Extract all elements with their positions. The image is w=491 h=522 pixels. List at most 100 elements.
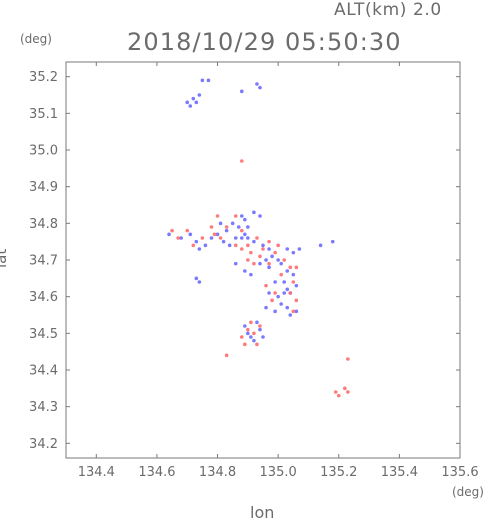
red-data-point: [264, 283, 268, 288]
timestamp-title: 2018/10/29 05:50:30: [127, 28, 402, 56]
x-axis-label: lon: [250, 503, 275, 522]
red-data-point: [239, 228, 244, 233]
blue-data-point: [218, 221, 223, 226]
blue-data-point: [249, 272, 253, 277]
blue-data-point: [285, 305, 290, 310]
red-data-point: [336, 393, 341, 398]
blue-data-point: [282, 280, 287, 284]
red-data-point: [224, 353, 229, 358]
red-data-point: [282, 258, 287, 262]
blue-data-point: [230, 221, 235, 226]
blue-data-point: [282, 291, 287, 295]
y-tick-label: 34.4: [29, 364, 58, 379]
x-tick-label: 134.4: [78, 465, 115, 480]
blue-data-point: [258, 261, 262, 266]
blue-data-point: [197, 280, 202, 284]
red-data-point: [270, 298, 274, 303]
x-tick-label: 135.4: [381, 465, 418, 480]
blue-data-point: [276, 294, 280, 299]
blue-data-point: [215, 232, 220, 237]
blue-data-point: [246, 331, 250, 336]
blue-data-point: [255, 320, 259, 325]
blue-data-point: [261, 243, 265, 248]
red-data-point: [239, 335, 244, 339]
blue-data-point: [285, 269, 290, 273]
red-data-point: [252, 261, 256, 266]
blue-data-point: [227, 243, 232, 248]
red-data-point: [267, 261, 271, 266]
blue-data-point: [294, 283, 299, 288]
red-data-point: [249, 250, 253, 255]
blue-data-point: [285, 247, 290, 251]
red-data-point: [276, 243, 280, 248]
blue-data-point: [255, 82, 259, 86]
blue-data-point: [221, 239, 226, 244]
blue-data-point: [297, 247, 302, 251]
red-data-point: [176, 236, 180, 240]
red-data-point: [279, 272, 283, 277]
blue-data-point: [206, 78, 211, 83]
x-axis-unit: (deg): [452, 485, 484, 499]
y-tick-label: 34.5: [29, 327, 58, 342]
blue-data-point: [252, 338, 256, 343]
blue-data-point: [246, 236, 250, 240]
red-data-point: [246, 243, 250, 248]
y-tick-label: 35.2: [29, 70, 58, 85]
red-data-point: [258, 324, 262, 328]
red-data-point: [218, 236, 223, 240]
red-data-point: [246, 258, 250, 262]
red-data-point: [252, 331, 256, 336]
data-points: [167, 78, 350, 398]
x-tick-label: 135.0: [260, 465, 297, 480]
red-data-point: [243, 342, 247, 347]
blue-data-point: [243, 217, 247, 222]
red-data-point: [346, 390, 350, 394]
blue-data-point: [233, 236, 238, 240]
red-data-point: [255, 236, 259, 240]
blue-data-point: [194, 276, 199, 281]
blue-data-point: [258, 214, 262, 218]
red-data-point: [233, 214, 238, 218]
red-data-point: [200, 236, 205, 240]
blue-data-point: [209, 236, 214, 240]
y-ticks: 34.2 34.3 34.4 34.5 34.6 34.7 34.8 34.9 35.0 35.1…: [29, 70, 460, 452]
x-ticks: 134.4 134.6 134.8 135.0 135.2 135.4 135.6: [78, 62, 479, 480]
y-tick-label: 34.8: [29, 217, 58, 232]
red-data-point: [261, 247, 265, 251]
red-data-point: [224, 225, 229, 229]
red-data-point: [288, 265, 293, 270]
blue-data-point: [243, 269, 247, 273]
red-data-point: [258, 254, 262, 259]
blue-data-point: [273, 280, 277, 284]
red-data-point: [212, 232, 217, 237]
blue-data-point: [279, 261, 283, 266]
blue-data-point: [243, 324, 247, 328]
red-data-point: [333, 390, 338, 394]
red-data-point: [239, 159, 244, 163]
x-tick-label: 135.6: [441, 465, 478, 480]
blue-data-point: [252, 239, 256, 244]
blue-data-point: [243, 232, 247, 237]
plot-frame: [65, 61, 461, 459]
red-data-point: [294, 298, 299, 303]
blue-data-point: [261, 335, 265, 339]
red-data-point: [255, 342, 259, 347]
blue-data-point: [288, 313, 293, 317]
blue-data-point: [264, 258, 268, 262]
red-data-point: [209, 225, 214, 229]
blue-data-point: [273, 309, 277, 314]
red-data-point: [185, 228, 190, 233]
blue-data-point: [267, 247, 271, 251]
blue-data-point: [203, 243, 208, 248]
y-tick-label: 35.0: [29, 144, 58, 159]
red-data-point: [346, 357, 350, 361]
blue-data-point: [188, 104, 193, 108]
x-tick-label: 134.6: [138, 465, 175, 480]
blue-data-point: [252, 210, 256, 215]
blue-data-point: [194, 239, 199, 244]
blue-data-point: [291, 250, 296, 255]
blue-data-point: [239, 214, 244, 218]
blue-data-point: [267, 291, 271, 295]
blue-data-point: [194, 100, 199, 105]
blue-data-point: [276, 258, 280, 262]
